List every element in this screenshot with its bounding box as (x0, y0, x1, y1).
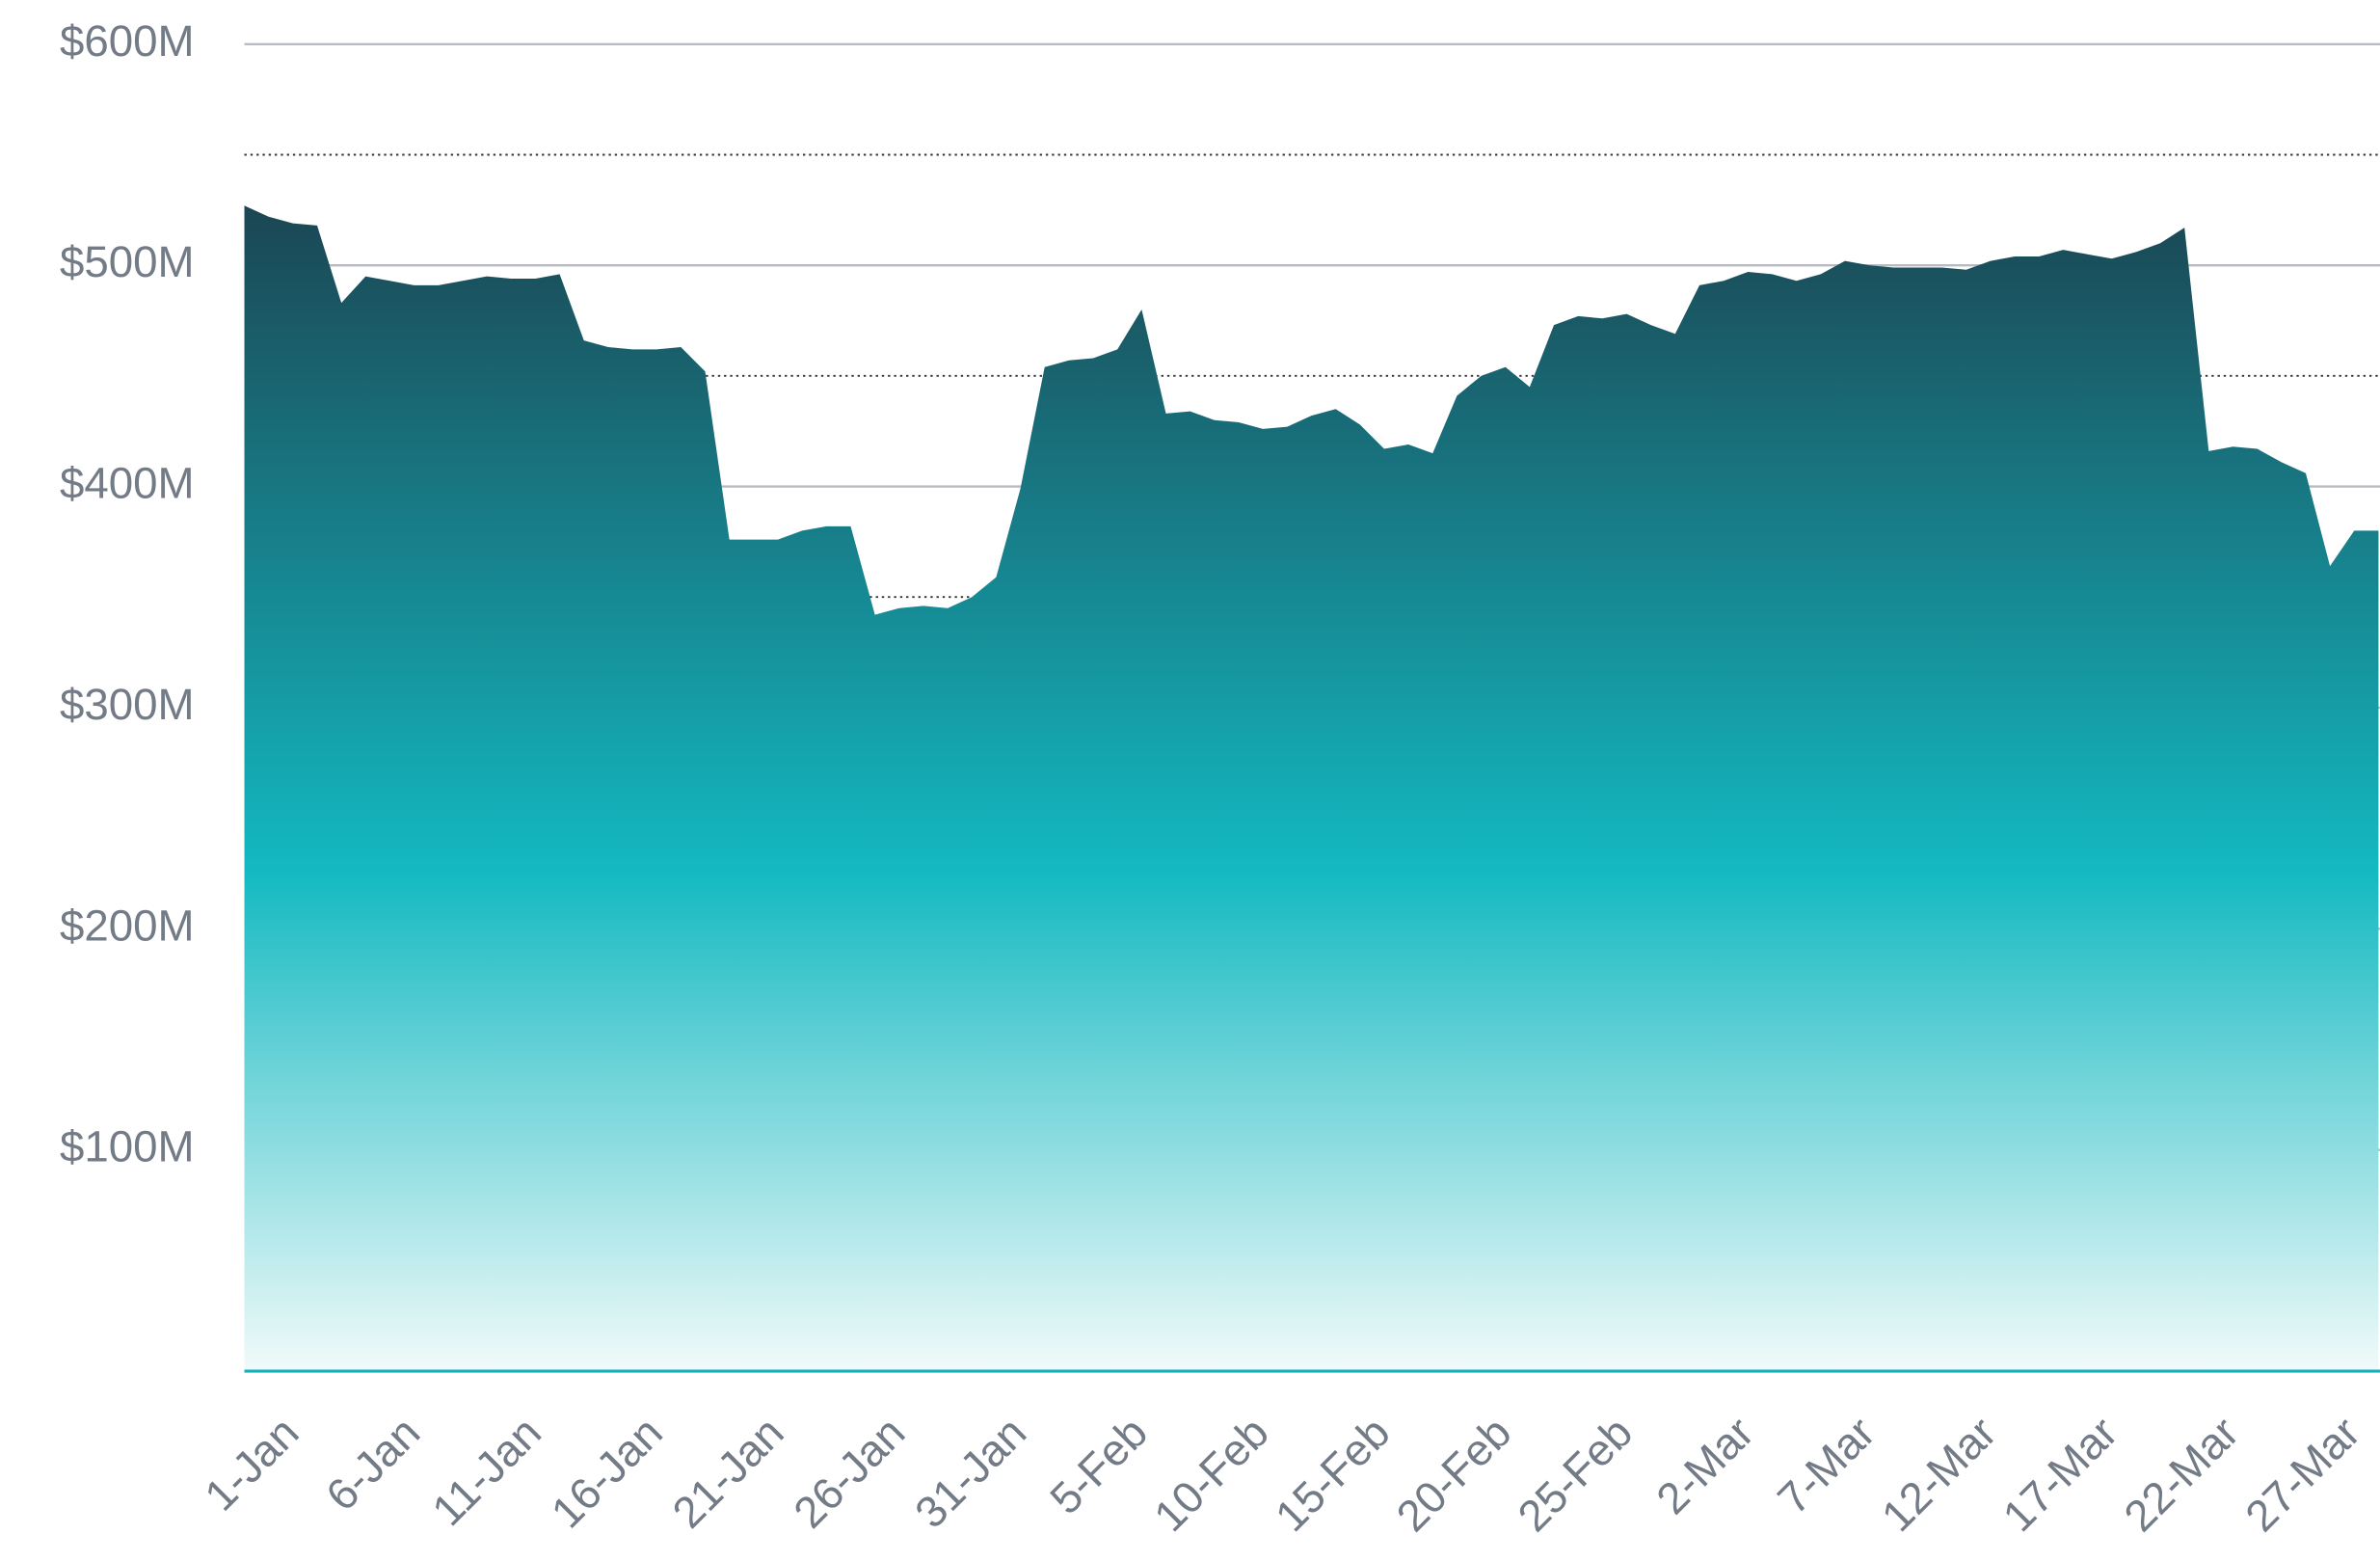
x-tick-label: 12-Mar (1872, 1408, 2005, 1541)
x-tick-label: 20-Feb (1387, 1408, 1520, 1541)
y-tick-label: $500M (60, 237, 195, 286)
area (244, 205, 2379, 1372)
x-tick-label: 1-Jan (196, 1408, 308, 1521)
x-tick-label: 25-Feb (1509, 1408, 1642, 1541)
x-tick-label: 15-Feb (1266, 1408, 1399, 1541)
x-tick-label: 31-Jan (905, 1408, 1035, 1538)
x-tick-label: 7-Mar (1768, 1408, 1884, 1523)
x-tick-label: 2-Mar (1647, 1408, 1763, 1523)
x-tick-label: 11-Jan (423, 1408, 550, 1535)
x-tick-label: 27-Mar (2236, 1408, 2369, 1541)
y-tick-label: $400M (60, 459, 195, 508)
y-tick-label: $100M (60, 1122, 195, 1171)
x-tick-label: 22-Mar (2115, 1408, 2248, 1541)
y-tick-label: $600M (60, 16, 195, 66)
x-tick-label: 6-Jan (316, 1408, 429, 1521)
x-tick-label: 16-Jan (542, 1408, 672, 1538)
x-tick-label: 26-Jan (785, 1408, 915, 1538)
x-tick-label: 21-Jan (663, 1408, 793, 1538)
x-tick-label: 5-Feb (1041, 1408, 1157, 1523)
y-tick-label: $200M (60, 901, 195, 950)
x-tick-label: 17-Mar (1993, 1408, 2126, 1541)
x-tick-label: 10-Feb (1144, 1408, 1277, 1541)
y-tick-label: $300M (60, 680, 195, 729)
